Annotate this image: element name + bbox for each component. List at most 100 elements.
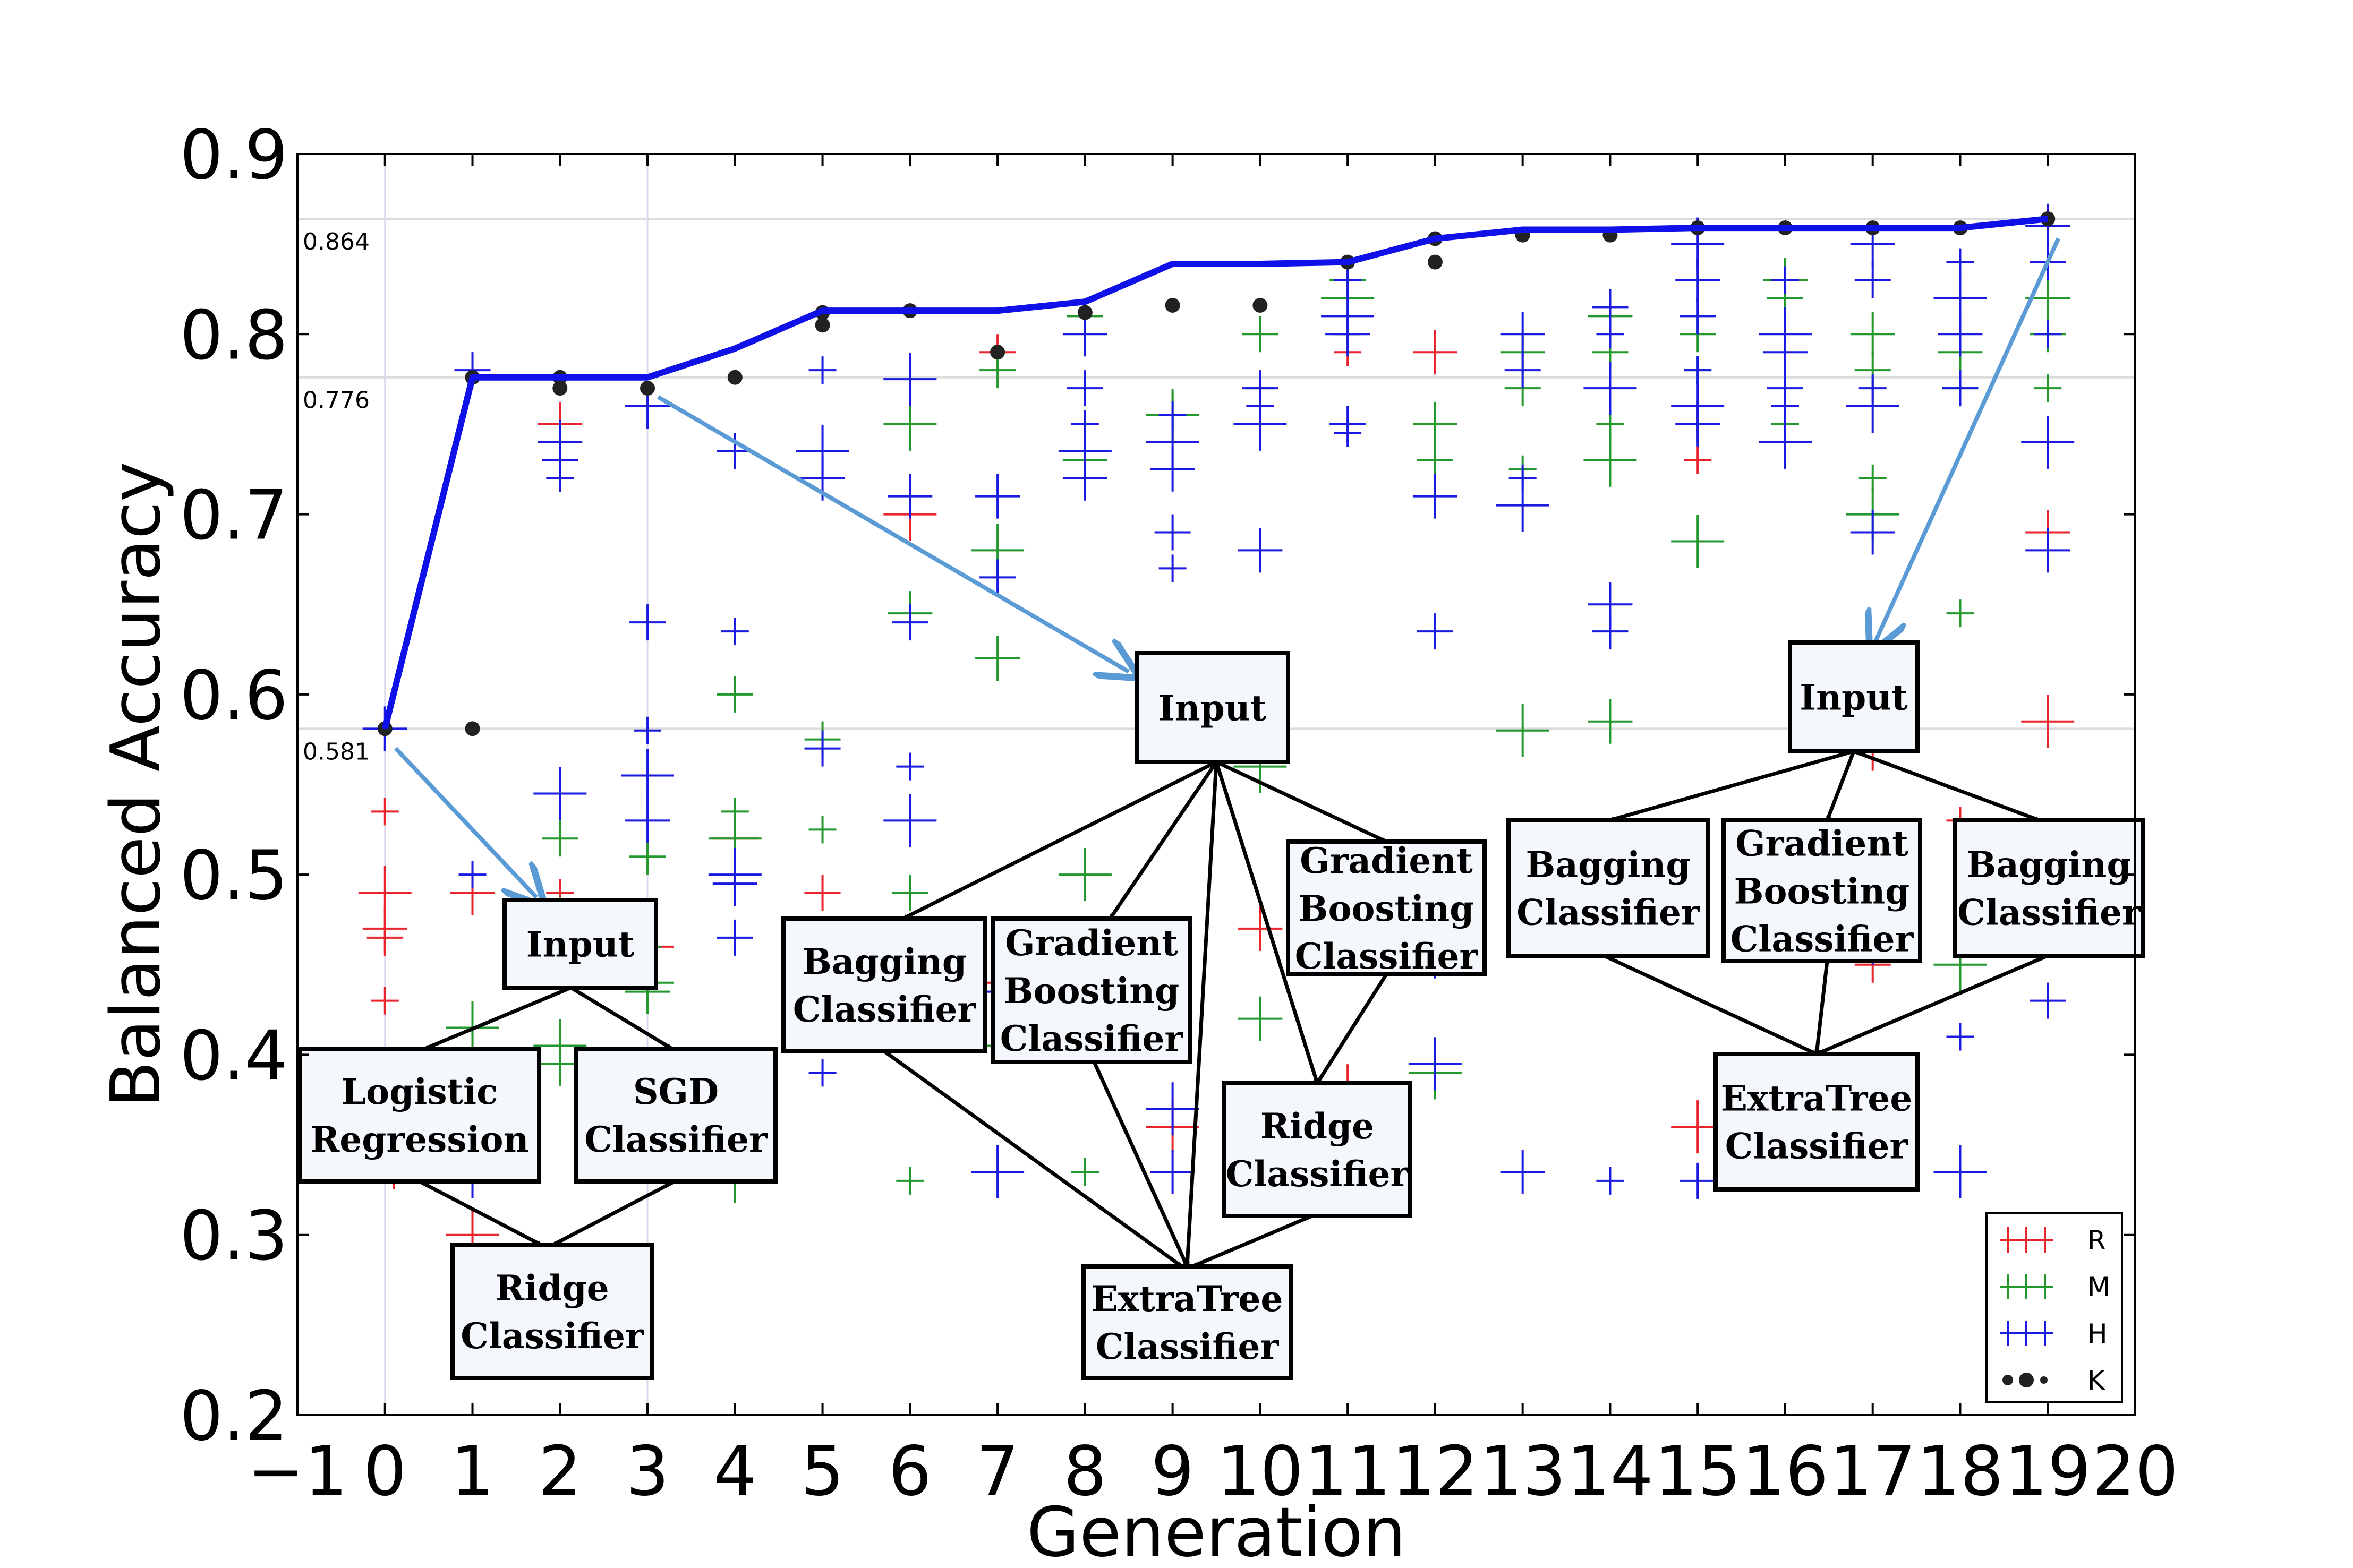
pipeline-edge: [1825, 750, 1856, 821]
marker-H: [1408, 1037, 1462, 1091]
marker-H: [808, 1059, 837, 1087]
marker-H: [883, 353, 937, 406]
reference-line-label: 0.864: [303, 228, 370, 255]
marker-H: [2025, 528, 2070, 573]
marker-K: [1165, 298, 1180, 313]
pipeline-box-label: Ridge: [495, 1267, 609, 1309]
legend-swatch-marker: [2040, 1376, 2048, 1384]
pipeline-box-label: Gradient: [1735, 823, 1908, 864]
marker-H: [1150, 1149, 1195, 1194]
axis-ticks: 0.20.30.40.50.60.70.80.9−1 0 1 2 3 4 5 6 7 8 9 10 11…: [180, 116, 2178, 1511]
marker-M: [1242, 316, 1278, 353]
marker-K: [465, 721, 480, 736]
pipeline-box-label: Boosting: [1299, 888, 1474, 929]
pipeline-box-p1-logistic: [298, 1047, 541, 1184]
x-tick-label: 13: [1479, 1432, 1566, 1511]
marker-K: [640, 381, 655, 396]
marker-H: [896, 752, 924, 781]
x-tick-label: 10: [1217, 1432, 1303, 1511]
pipeline-box-label: Classifier: [793, 989, 977, 1030]
pipeline-box-label: Classifier: [1096, 1326, 1280, 1367]
marker-H: [888, 474, 933, 519]
marker-H: [1158, 554, 1187, 582]
marker-M: [1238, 996, 1283, 1041]
pipeline-box-label: Input: [526, 924, 635, 965]
marker-H: [1233, 397, 1287, 451]
legend-swatch-marker: [2002, 1375, 2013, 1385]
pipeline-box-p2-bagging: [781, 916, 987, 1053]
pipeline-box-p3-bagging: [1506, 818, 1710, 958]
pipeline-box-p1-sgd: [574, 1047, 778, 1184]
pipeline-edge: [1814, 961, 1829, 1055]
marker-M: [1596, 410, 1624, 438]
pipeline-box-label: Classifier: [1957, 892, 2141, 933]
x-tick-label: 15: [1655, 1432, 1741, 1511]
marker-H: [629, 604, 666, 641]
marker-M: [1071, 1158, 1099, 1186]
x-tick-label: 5: [801, 1432, 844, 1511]
grid: [384, 154, 649, 1415]
marker-H: [1758, 415, 1812, 469]
marker-H: [1592, 289, 1629, 325]
pipeline-box-label: ExtraTree: [1721, 1078, 1913, 1119]
marker-K: [990, 345, 1005, 360]
marker-M: [896, 1167, 924, 1195]
marker-H: [1946, 1023, 1974, 1051]
marker-H: [1325, 312, 1370, 357]
y-axis-label: Balanced Accuracy: [97, 461, 176, 1108]
marker-H: [1596, 1167, 1624, 1195]
x-tick-label: 20: [2092, 1432, 2179, 1511]
pointer-arrow: [394, 747, 536, 897]
pipeline-box-label: Classifier: [1226, 1153, 1410, 1195]
marker-M: [1412, 401, 1457, 447]
marker-H: [1684, 356, 1712, 384]
marker-H: [717, 919, 753, 956]
marker-H: [1771, 392, 1799, 420]
marker-K: [815, 318, 830, 333]
marker-M: [717, 676, 753, 713]
marker-R: [1684, 446, 1712, 474]
marker-K: [1077, 305, 1093, 320]
pipeline-box-p2-input: [1135, 651, 1290, 764]
pipeline-box-label: Classifier: [1000, 1018, 1184, 1059]
plot-frame: [296, 153, 2136, 1416]
pipeline-box-label: Bagging: [1966, 844, 2131, 886]
legend-swatch-marker: [2019, 1373, 2034, 1387]
marker-H: [712, 861, 757, 906]
legend-label: K: [2087, 1365, 2105, 1396]
marker-H: [1596, 320, 1624, 348]
marker-H: [1942, 370, 1979, 407]
marker-H: [2034, 320, 2062, 348]
legend-box: [1985, 1212, 2123, 1403]
marker-R: [371, 987, 399, 1015]
pipeline-edge: [1608, 749, 1854, 822]
marker-H: [533, 767, 587, 820]
x-tick-label: 12: [1392, 1432, 1478, 1511]
pipeline-box-label: SGD: [633, 1071, 719, 1112]
marker-H: [1946, 248, 1974, 276]
pipeline-box-p3-bagging2: [1953, 818, 2145, 958]
x-tick-label: 11: [1305, 1432, 1391, 1511]
pipeline-box-p2-gradient: [991, 916, 1192, 1064]
pipeline-box-label: Classifier: [461, 1315, 644, 1357]
marker-H: [892, 604, 928, 641]
marker-M: [1588, 699, 1633, 744]
pipeline-box-label: Input: [1800, 677, 1908, 718]
marker-H: [1592, 613, 1629, 650]
pipeline-box-label: Regression: [310, 1119, 528, 1160]
pipeline-box-label: Gradient: [1300, 840, 1473, 881]
marker-R: [366, 919, 403, 956]
marker-H: [1938, 312, 1983, 357]
marker-R: [1412, 330, 1457, 375]
pipeline-edge: [1191, 1214, 1313, 1269]
x-tick-label: 6: [889, 1432, 932, 1511]
marker-H: [808, 356, 837, 384]
y-tick-label: 0.6: [180, 656, 288, 735]
marker-H: [1238, 528, 1283, 573]
x-tick-label: 19: [2005, 1432, 2091, 1511]
marker-H: [1675, 401, 1720, 447]
marker-M: [629, 838, 666, 875]
best-accuracy-line: [381, 216, 2048, 730]
marker-H: [1854, 262, 1891, 298]
marker-H: [883, 794, 937, 847]
